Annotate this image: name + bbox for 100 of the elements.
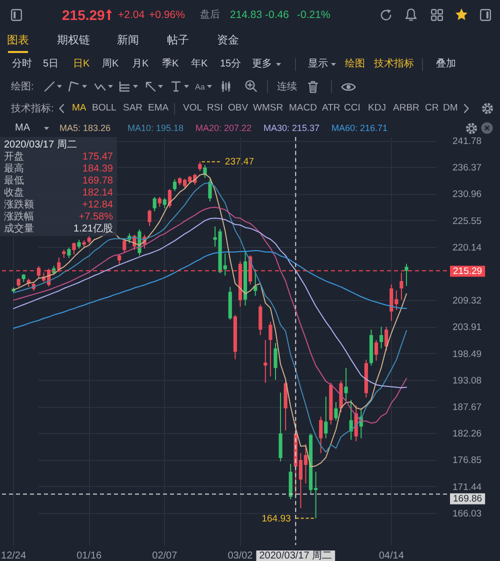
x-tick-label: 12/24 (1, 550, 26, 561)
text: 15分 (220, 58, 242, 70)
annotation: 涨跌额 (4, 199, 34, 211)
annotation: 最低 (4, 175, 24, 187)
text: +2.04 (118, 8, 145, 22)
text: 叠加 (436, 58, 456, 70)
y-tick-label: 182.26 (452, 428, 482, 440)
y-tick-label: 193.08 (452, 375, 482, 386)
text: RSI (207, 102, 223, 114)
candlestick (162, 197, 166, 209)
ref-line-label: 169.86 (453, 493, 482, 504)
candlestick (203, 164, 207, 178)
text: MA (72, 102, 86, 114)
candlestick (118, 254, 122, 265)
text: MACD (289, 102, 317, 114)
candlestick (148, 209, 152, 226)
annotation: 164.93 (262, 513, 291, 524)
text: 技术指标 (374, 58, 414, 70)
candlestick (319, 416, 323, 454)
annotation: 涨跌幅 (4, 211, 34, 223)
text: 盘后 (200, 9, 220, 21)
annotation: 184.39 (82, 163, 113, 175)
annotation: 成交量 (4, 223, 34, 235)
candlestick (208, 178, 212, 202)
candlestick (152, 196, 156, 212)
candlestick (379, 326, 384, 349)
annotation: 最高 (4, 163, 24, 175)
text: VOL (183, 102, 202, 114)
candlestick (258, 304, 262, 336)
text: 连续 (277, 81, 297, 93)
y-tick-label: 187.67 (452, 402, 482, 414)
y-tick-label: 171.44 (452, 482, 482, 493)
y-tick-label: 176.85 (452, 455, 482, 466)
candlestick (274, 342, 278, 380)
text: 绘图: (11, 81, 34, 93)
annotation: 175.47 (82, 151, 113, 163)
text: 215.29 (62, 6, 105, 24)
text: ATR (322, 102, 340, 114)
text: EMA (148, 102, 169, 114)
x-tick-label: 03/02 (228, 550, 254, 561)
y-tick-label: 225.55 (452, 216, 482, 227)
y-tick-label: 209.32 (452, 296, 482, 307)
text: 资金 (217, 34, 239, 48)
text: MA20: 207.22 (196, 122, 252, 134)
text: 季K (162, 58, 179, 70)
annotation: 2020/03/17 周二 (4, 139, 77, 151)
annotation: +7.58% (78, 211, 113, 223)
y-tick-label: 166.03 (452, 508, 482, 520)
text: MA5: 183.26 (60, 122, 111, 134)
text: 月K (132, 58, 149, 70)
text: ARBR (393, 102, 420, 114)
y-tick-label: 236.37 (452, 162, 482, 174)
text: 期权链 (57, 34, 90, 48)
annotation: 237.47 (224, 156, 254, 168)
text: 新闻 (117, 34, 139, 48)
text: MA30: 215.37 (264, 122, 320, 134)
text: -0.21% (297, 8, 330, 22)
y-tick-label: 198.49 (452, 348, 482, 360)
text: 5日 (43, 58, 59, 70)
candlestick (72, 242, 76, 255)
annotation: +12.84 (82, 199, 113, 211)
text: 帖子 (167, 34, 189, 48)
candlestick (374, 340, 378, 362)
text: 显示 (308, 58, 328, 70)
text: 绘图 (345, 58, 365, 70)
x-tick-label: 04/14 (378, 550, 404, 561)
text: 日K (73, 58, 90, 70)
text: WMSR (253, 102, 284, 114)
candlestick (334, 401, 338, 422)
x-tick-label: 02/07 (152, 550, 178, 561)
candlestick (324, 396, 328, 439)
text: KDJ (368, 102, 386, 114)
candlestick (122, 239, 126, 254)
text: +0.96% (149, 8, 185, 22)
text: -0.46 (265, 8, 289, 22)
text: CCI (344, 102, 360, 114)
text: DM (443, 102, 458, 114)
annotation: 182.14 (82, 187, 113, 199)
text: MA (15, 122, 30, 134)
text: Aa (195, 82, 205, 92)
candlestick (344, 368, 348, 401)
y-tick-label: 220.14 (452, 242, 482, 254)
x-tick-label: 01/16 (76, 550, 102, 561)
candlestick (384, 326, 388, 352)
annotation: 1.21亿股 (74, 223, 113, 235)
annotation: 收盘 (4, 187, 24, 199)
text: 年K (191, 58, 208, 70)
text: 图表 (7, 34, 29, 48)
text: 分时 (12, 58, 32, 70)
annotation: 开盘 (4, 151, 24, 163)
line-series (13, 250, 407, 329)
ref-line-label: 215.29 (453, 266, 482, 277)
candlestick (264, 340, 268, 384)
y-tick-label: 241.78 (452, 136, 482, 148)
candlestick (172, 178, 177, 192)
text: 214.83 (230, 8, 262, 22)
candlestick (67, 247, 71, 258)
y-tick-label: 230.96 (452, 189, 482, 200)
candlestick (268, 321, 272, 377)
text: SAR (123, 102, 143, 114)
